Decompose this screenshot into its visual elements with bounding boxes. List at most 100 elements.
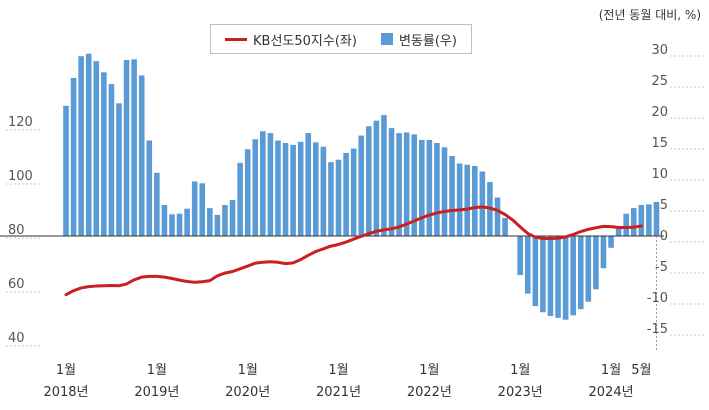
bar [123, 59, 130, 236]
bar [305, 133, 312, 236]
bar [532, 236, 539, 307]
right-tick-label: 10 [651, 167, 668, 182]
legend-label-bar: 변동률(우) [398, 33, 457, 49]
bar [593, 236, 599, 290]
left-tick-label: 80 [8, 223, 25, 238]
bar [184, 208, 190, 236]
bar [366, 126, 372, 236]
bar [154, 172, 160, 236]
left-axis-ticks: 40 60 80 100 120 [8, 115, 33, 346]
bar [494, 197, 501, 236]
left-tick-label: 60 [8, 277, 25, 292]
bar [191, 181, 198, 236]
gridlines [6, 55, 705, 347]
bar [252, 139, 259, 236]
bar [388, 128, 395, 236]
bar [471, 165, 478, 236]
bar [585, 236, 592, 302]
left-tick-label: 100 [8, 169, 33, 184]
bar [396, 133, 402, 236]
bar [313, 142, 319, 236]
bar [290, 144, 296, 236]
bar [403, 132, 410, 236]
bar [297, 141, 304, 236]
x-tick-year: 2024년 [589, 385, 634, 400]
bar [562, 236, 569, 320]
bar [449, 156, 455, 236]
left-tick-label: 40 [8, 331, 25, 346]
x-tick-month: 1월 [56, 363, 76, 378]
x-tick-month: 1월 [238, 363, 258, 378]
x-tick-month: 1월 [147, 363, 167, 378]
bar [214, 214, 221, 236]
right-tick-label: -5 [655, 260, 668, 275]
bar [441, 147, 448, 236]
x-tick-month: 1월 [419, 363, 439, 378]
x-tick-year: 2020년 [225, 385, 270, 400]
bar [237, 162, 243, 236]
bar [456, 163, 463, 236]
right-tick-label: -15 [647, 322, 668, 337]
bar [570, 236, 576, 316]
x-tick-year: 2018년 [43, 385, 88, 400]
bar [434, 143, 440, 236]
line-series [64, 205, 643, 297]
bar [169, 214, 175, 236]
bar [646, 204, 652, 236]
bar [70, 77, 77, 237]
x-tick-month: 5월 [631, 363, 651, 378]
bar [267, 133, 274, 236]
bar [418, 139, 425, 236]
bar [63, 105, 69, 236]
x-tick-month: 1월 [510, 363, 530, 378]
bar [653, 201, 660, 236]
right-axis-unit: (전년 동월 대비, %) [598, 8, 701, 22]
bar [381, 115, 387, 236]
x-tick-year: 2021년 [316, 385, 361, 400]
x-tick-year: 2023년 [498, 385, 543, 400]
x-tick-month: 1월 [328, 363, 348, 378]
bar [343, 152, 349, 236]
bar [131, 59, 137, 236]
right-tick-label: 30 [651, 43, 668, 58]
bar [577, 236, 584, 310]
bar [282, 143, 289, 236]
bar [502, 218, 508, 236]
legend-line-swatch [225, 37, 247, 41]
legend: KB선도50지수(좌) 변동률(우) [210, 24, 472, 54]
bar [101, 72, 107, 236]
right-tick-label: 0 [660, 229, 668, 244]
bar-series [63, 53, 660, 320]
right-tick-label: 5 [660, 198, 668, 213]
bar [85, 53, 92, 236]
bar [630, 208, 637, 236]
right-tick-label: 15 [651, 136, 668, 151]
bar [547, 236, 554, 316]
x-tick-year: 2022년 [407, 385, 452, 400]
right-tick-label: 25 [651, 74, 668, 89]
x-tick-year: 2019년 [134, 385, 179, 400]
bar [222, 205, 228, 236]
bar [138, 75, 145, 236]
bar [555, 236, 561, 318]
bar [108, 84, 115, 236]
bar [600, 236, 607, 269]
bar [638, 205, 645, 236]
bar [275, 140, 281, 236]
bar [623, 213, 629, 236]
bar [78, 56, 84, 237]
right-axis-ticks: -15 -10 -5 0 5 10 15 20 25 30 [647, 43, 668, 337]
bar [615, 226, 622, 236]
bar [229, 200, 236, 236]
bar [161, 205, 168, 236]
bar [328, 162, 334, 236]
bar [199, 183, 206, 236]
bar [93, 61, 100, 236]
bar [335, 159, 342, 236]
bar [517, 236, 523, 276]
bar [608, 236, 614, 248]
bar [146, 140, 153, 236]
right-tick-label: 20 [651, 105, 668, 120]
bar [358, 135, 365, 236]
